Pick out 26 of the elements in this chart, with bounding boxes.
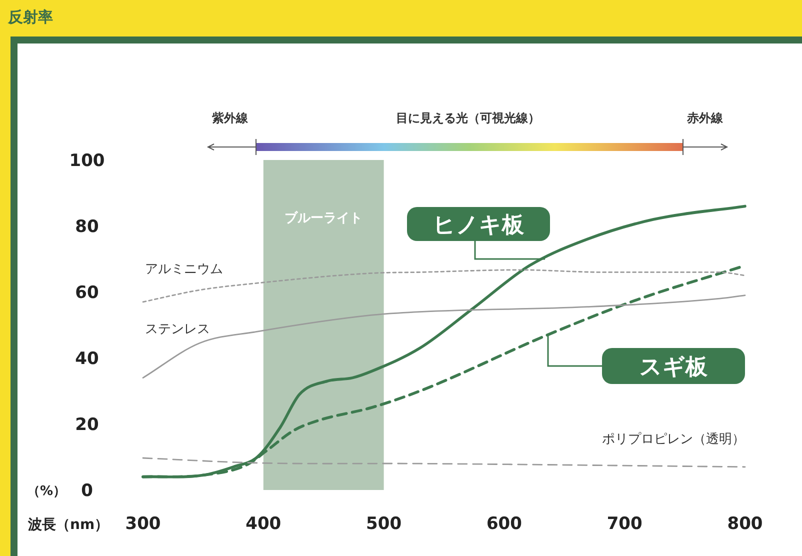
text: スギ板: [640, 355, 708, 380]
x-tick-label: 400: [246, 514, 282, 534]
text: 紫外線: [211, 111, 249, 125]
x-tick-label: 500: [366, 514, 402, 534]
x-tick-label: 300: [125, 514, 161, 534]
y-tick-label: 40: [75, 349, 99, 369]
series-label: ポリプロピレン（透明）: [602, 432, 745, 447]
x-tick-label: 800: [727, 514, 763, 534]
y-tick-label: 100: [69, 151, 105, 171]
chart-title: 反射率: [7, 8, 53, 26]
line-series: [142, 457, 746, 468]
y-tick-label: 60: [75, 283, 99, 303]
band-label: ブルーライト: [284, 210, 363, 226]
series-label: ヒノキ板: [433, 213, 525, 238]
x-axis-title: 波長（nm）: [27, 517, 109, 533]
y-axis-title: （%）: [26, 484, 66, 499]
series-label: アルミニウム: [145, 262, 223, 277]
line-series: [142, 294, 746, 378]
y-tick-label: 0: [81, 481, 94, 501]
text: 目に見える光（可視光線）: [396, 111, 540, 125]
series-label: ステンレス: [145, 322, 210, 337]
x-tick-label: 700: [606, 514, 643, 534]
y-tick-label: 20: [75, 415, 99, 435]
text: 赤外線: [686, 111, 724, 125]
x-tick-label: 600: [486, 514, 522, 534]
y-tick-label: 80: [75, 217, 99, 237]
